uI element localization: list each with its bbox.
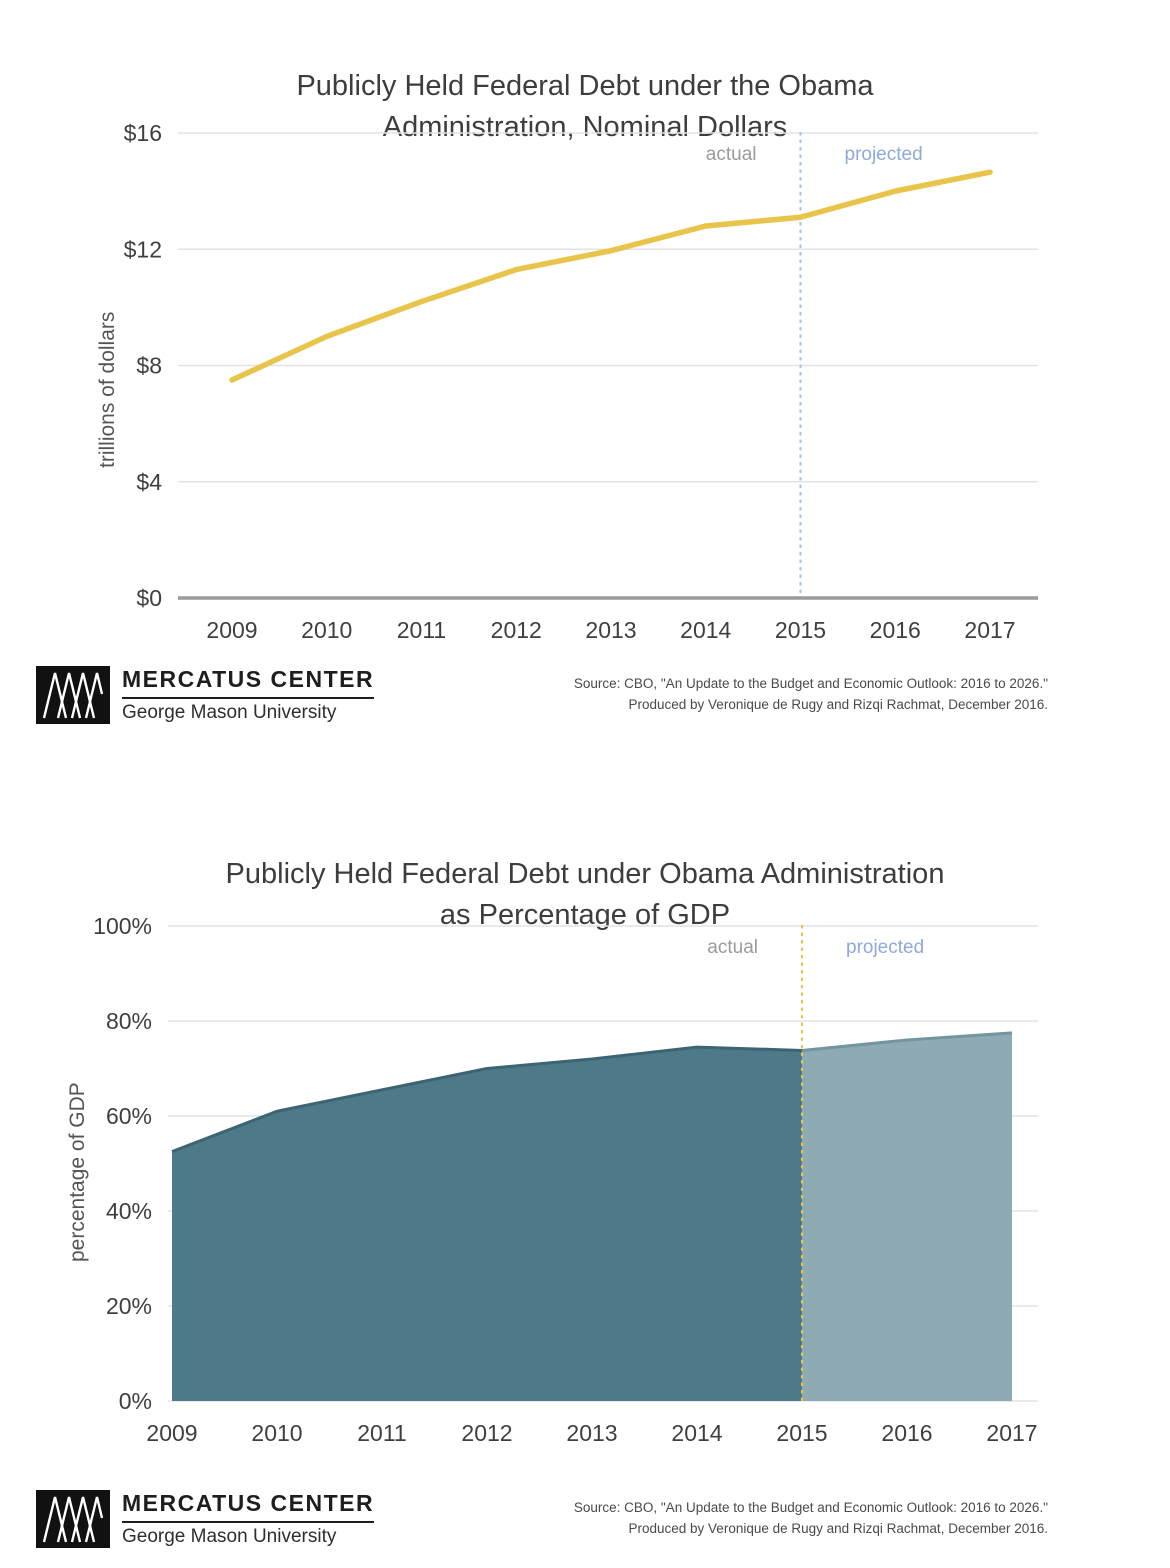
svg-text:2011: 2011: [357, 1420, 406, 1446]
mercatus-logo: MERCATUS CENTER George Mason University: [36, 1490, 375, 1548]
svg-text:2013: 2013: [566, 1420, 617, 1446]
mercatus-logo-icon: [36, 1490, 110, 1548]
mercatus-logo-title: MERCATUS CENTER: [122, 1490, 375, 1523]
svg-text:$4: $4: [136, 469, 162, 495]
source-line-1: Source: CBO, "An Update to the Budget an…: [573, 676, 1048, 691]
svg-text:20%: 20%: [106, 1293, 152, 1319]
svg-text:2014: 2014: [671, 1420, 722, 1446]
svg-text:2017: 2017: [986, 1420, 1037, 1446]
svg-text:2015: 2015: [775, 617, 826, 643]
svg-text:projected: projected: [846, 937, 924, 958]
nominal-debt-chart-title: Publicly Held Federal Debt under the Oba…: [0, 66, 1170, 148]
mercatus-logo-subtitle: George Mason University: [122, 702, 337, 723]
svg-text:actual: actual: [707, 937, 758, 958]
svg-text:100%: 100%: [93, 913, 152, 939]
svg-text:40%: 40%: [106, 1198, 152, 1224]
mercatus-logo-title: MERCATUS CENTER: [122, 666, 375, 699]
source-attribution: Source: CBO, "An Update to the Budget an…: [574, 666, 1048, 716]
mercatus-logo-icon: [36, 666, 110, 724]
debt-gdp-area-chart: 0% 20% 40% 60% 80% 100% 2009 2010 2011 2012 2013 20…: [93, 913, 1038, 1446]
svg-text:$0: $0: [136, 585, 162, 611]
svg-text:2016: 2016: [881, 1420, 932, 1446]
source-line-2: Produced by Veronique de Rugy and Rizqi …: [628, 696, 1049, 712]
svg-text:2010: 2010: [301, 617, 352, 643]
svg-text:2017: 2017: [964, 617, 1015, 643]
mercatus-logo-subtitle: George Mason University: [122, 1526, 337, 1547]
svg-text:2012: 2012: [491, 617, 542, 643]
svg-text:$8: $8: [136, 353, 162, 379]
svg-text:2011: 2011: [397, 617, 446, 643]
title-line-1: Publicly Held Federal Debt under Obama A…: [225, 858, 945, 891]
mercatus-logo-text: MERCATUS CENTER George Mason University: [122, 1490, 375, 1548]
source-attribution: Source: CBO, "An Update to the Budget an…: [574, 1490, 1048, 1540]
svg-text:actual: actual: [706, 144, 757, 165]
nominal-debt-line-chart: $0 $4 $8 $12 $16 2009 2010 2011 2012 2013 2014 2015…: [124, 120, 1038, 643]
svg-text:2015: 2015: [776, 1420, 827, 1446]
footer: MERCATUS CENTER George Mason University …: [36, 666, 1048, 724]
title-line-1: Publicly Held Federal Debt under the Oba…: [296, 70, 874, 103]
svg-text:2012: 2012: [461, 1420, 512, 1446]
source-line-2: Produced by Veronique de Rugy and Rizqi …: [628, 1520, 1049, 1536]
svg-text:2010: 2010: [251, 1420, 302, 1446]
source-line-1: Source: CBO, "An Update to the Budget an…: [573, 1500, 1048, 1515]
svg-text:2014: 2014: [680, 617, 731, 643]
svg-text:2013: 2013: [585, 617, 636, 643]
svg-text:80%: 80%: [106, 1008, 152, 1034]
svg-text:2009: 2009: [146, 1420, 197, 1446]
mercatus-logo: MERCATUS CENTER George Mason University: [36, 666, 375, 724]
mercatus-logo-text: MERCATUS CENTER George Mason University: [122, 666, 375, 724]
svg-text:projected: projected: [845, 144, 923, 165]
svg-text:$16: $16: [124, 120, 162, 146]
svg-text:0%: 0%: [119, 1388, 152, 1414]
svg-text:60%: 60%: [106, 1103, 152, 1129]
title-line-2: Administration, Nominal Dollars: [382, 111, 788, 144]
svg-text:$12: $12: [124, 236, 162, 262]
debt-gdp-chart-title: Publicly Held Federal Debt under Obama A…: [0, 854, 1170, 936]
svg-text:2016: 2016: [870, 617, 921, 643]
footer: MERCATUS CENTER George Mason University …: [36, 1490, 1048, 1548]
svg-text:2009: 2009: [206, 617, 257, 643]
